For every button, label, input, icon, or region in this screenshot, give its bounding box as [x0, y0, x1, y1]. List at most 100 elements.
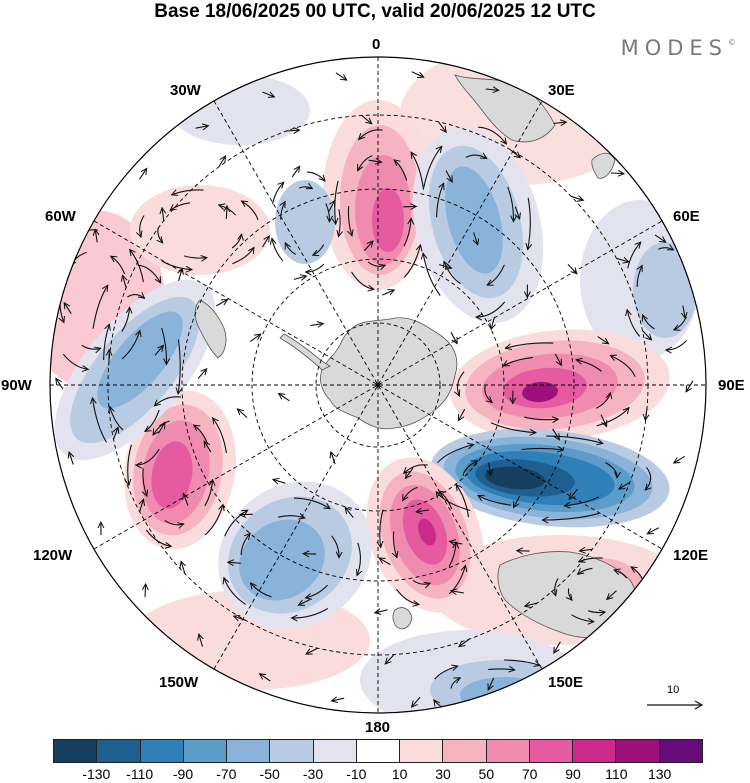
wind-arrow — [516, 703, 538, 710]
wind-arrow — [204, 505, 223, 536]
wind-arrow — [357, 542, 360, 576]
wind-arrow — [605, 462, 617, 478]
wind-arrow — [403, 218, 411, 247]
colorbar-segment — [97, 740, 141, 762]
wind-arrow — [578, 567, 593, 574]
wind-arrow — [145, 584, 146, 598]
wind-arrow — [262, 236, 270, 248]
wind-arrow — [459, 638, 470, 647]
wind-arrow — [123, 275, 127, 288]
wind-arrow — [478, 495, 512, 506]
longitude-label-120w: 120W — [33, 547, 73, 564]
positive-anomaly-120w — [124, 390, 236, 550]
wind-arrow — [465, 155, 487, 159]
wind-arrow — [273, 479, 286, 483]
wind-arrow — [292, 608, 329, 619]
wind-arrow — [509, 149, 520, 158]
wind-arrow — [286, 130, 300, 131]
wind-arrow — [595, 393, 610, 409]
wind-arrow — [654, 234, 666, 242]
wind-arrow — [157, 422, 165, 434]
wind-arrow — [587, 611, 605, 613]
latitude-circle — [181, 188, 575, 582]
wind-arrow — [213, 418, 227, 454]
wind-arrow — [92, 285, 108, 329]
wind-arrow — [514, 495, 521, 508]
wind-arrow — [542, 512, 600, 520]
wind-arrow — [686, 380, 694, 392]
longitude-label-120e: 120E — [673, 547, 709, 564]
wind-arrow — [491, 316, 494, 330]
wind-arrow — [145, 409, 160, 431]
wind-arrow — [237, 409, 248, 419]
wind-arrow — [456, 485, 470, 518]
wind-arrow — [271, 182, 283, 204]
wind-arrow — [140, 215, 145, 238]
vector-reference-value: 10 — [667, 684, 680, 696]
colorbar-segment — [529, 740, 574, 762]
wind-arrow — [385, 654, 395, 664]
wind-arrow — [279, 394, 290, 402]
wind-arrow — [161, 327, 167, 365]
wind-arrow — [458, 408, 466, 420]
wind-arrow — [328, 201, 335, 213]
wind-arrow — [627, 310, 641, 337]
colorbar-tick-label: -90 — [172, 766, 194, 782]
colorbar-segment — [659, 740, 702, 762]
wind-arrow — [411, 71, 424, 77]
wind-arrow — [403, 245, 420, 278]
wind-arrow — [396, 588, 419, 604]
negative-anomaly-30w — [275, 180, 335, 264]
colorbar-segment — [270, 740, 314, 762]
wind-arrow — [614, 570, 628, 579]
latitude-circle — [251, 258, 505, 512]
wind-arrow — [260, 674, 271, 682]
colorbar-tick-label: 10 — [391, 766, 408, 782]
antarctic-peninsula — [279, 333, 331, 371]
wind-arrow — [476, 301, 506, 317]
south-america — [194, 299, 227, 359]
wind-arrow — [546, 435, 603, 443]
wind-arrow — [339, 209, 341, 236]
wind-arrow — [249, 334, 261, 343]
wind-arrow — [610, 356, 636, 377]
latitude-circle — [315, 322, 441, 448]
wind-arrow — [232, 247, 254, 265]
wind-arrow — [298, 599, 311, 606]
wind-arrow — [525, 603, 538, 606]
meridian-line — [93, 220, 663, 550]
wind-arrow — [81, 344, 101, 349]
wind-arrow — [114, 427, 119, 440]
wind-arrow — [218, 156, 226, 168]
colorbar-tick-label: 130 — [647, 766, 672, 782]
wind-arrow — [143, 468, 147, 496]
wind-arrow — [379, 558, 391, 566]
wind-arrow — [478, 126, 506, 144]
wind-arrow — [647, 527, 660, 534]
wind-arrow — [179, 268, 183, 281]
wind-arrow — [136, 448, 160, 465]
wind-arrow — [380, 509, 384, 548]
longitude-label-180: 180 — [365, 719, 391, 736]
vector-reference-arrow — [647, 700, 704, 710]
wind-arrow — [555, 578, 559, 595]
wind-arrow — [438, 265, 452, 269]
graticule — [50, 57, 706, 713]
wind-arrow — [306, 647, 318, 654]
wind-arrow — [139, 168, 147, 180]
wind-arrow — [619, 481, 631, 489]
wind-arrow — [436, 183, 444, 218]
wind-arrow — [703, 274, 705, 308]
colorbar-segment — [573, 740, 617, 762]
wind-arrow — [528, 197, 531, 250]
wind-arrow — [505, 342, 554, 348]
map-border — [49, 56, 707, 714]
wind-arrow — [554, 641, 561, 653]
wind-arrow — [204, 441, 212, 453]
wind-arrow — [306, 171, 325, 181]
colorbar-segment — [486, 740, 530, 762]
wind-arrow — [564, 496, 600, 506]
wind-arrow — [278, 516, 305, 518]
meridian-lines — [50, 57, 706, 713]
wind-arrow — [93, 398, 107, 443]
